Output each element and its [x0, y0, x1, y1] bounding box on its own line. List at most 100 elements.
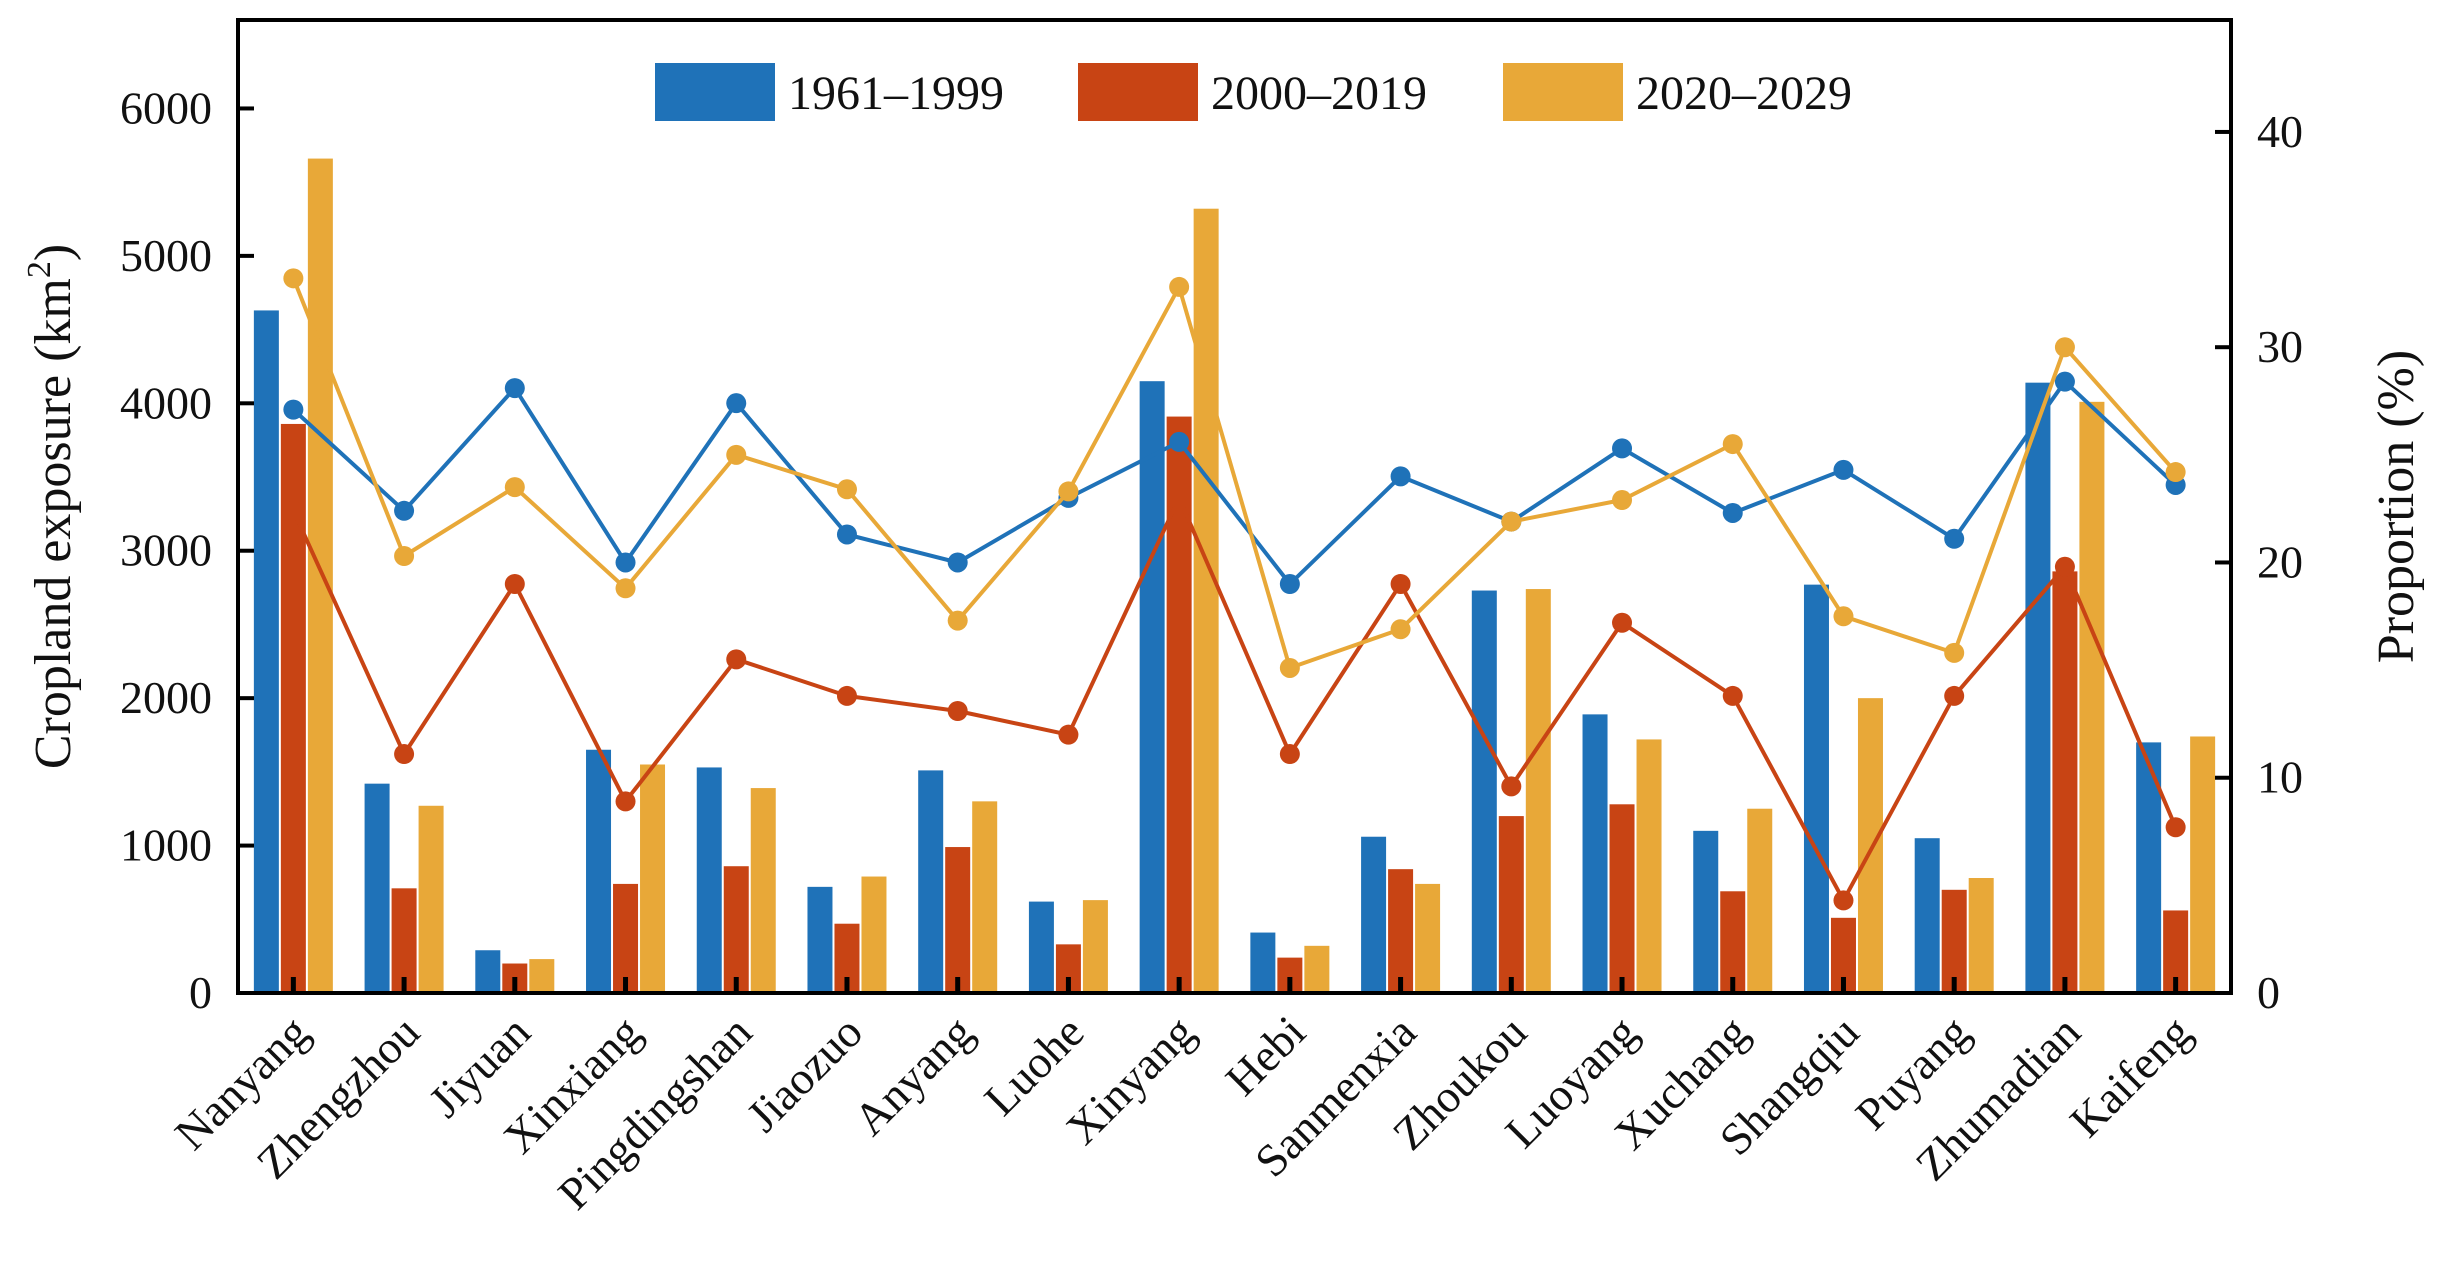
bar-1-zhumadian: [2025, 382, 2051, 993]
bar-1-jiaozuo: [807, 886, 833, 993]
bar-3-zhengzhou: [418, 805, 444, 993]
bar-1-zhengzhou: [364, 783, 390, 993]
point-3-xinyang: [1169, 276, 1190, 297]
bar-3-puyang: [1968, 878, 1994, 993]
point-2-zhengzhou: [394, 744, 415, 765]
left-tick-label: 4000: [120, 377, 212, 428]
bar-3-luohe: [1082, 900, 1108, 993]
bar-3-nanyang: [307, 158, 333, 993]
bar-3-zhumadian: [2079, 401, 2105, 993]
point-2-jiaozuo: [836, 685, 857, 706]
bar-1-zhoukou: [1471, 590, 1497, 993]
point-1-xinyang: [1169, 431, 1190, 452]
point-2-xuchang: [1722, 685, 1743, 706]
bar-1-anyang: [918, 770, 944, 993]
bar-1-shangqiu: [1803, 584, 1829, 993]
y-axis-title-right: Proportion (%): [2368, 350, 2425, 663]
x-label-pingdingshan: Pingdingshan: [548, 1006, 761, 1219]
lines-layer: [283, 268, 2186, 911]
point-2-puyang: [1944, 685, 1965, 706]
point-3-nanyang: [283, 268, 304, 289]
point-3-pingdingshan: [726, 444, 747, 465]
bar-1-xinxiang: [586, 749, 612, 993]
x-label-kaifeng: Kaifeng: [2060, 1006, 2201, 1147]
line-series-1: [292, 379, 2177, 586]
point-3-kaifeng: [2165, 462, 2186, 483]
bar-1-hebi: [1250, 932, 1276, 993]
bar-3-sanmenxia: [1415, 883, 1441, 993]
bar-2-zhumadian: [2052, 571, 2078, 993]
bar-3-jiaozuo: [861, 876, 887, 993]
left-tick-label: 3000: [120, 525, 212, 576]
line-series-2: [291, 495, 2178, 903]
point-1-xinxiang: [615, 552, 636, 573]
left-tick-label: 0: [189, 967, 212, 1018]
x-label-jiaozuo: Jiaozuo: [737, 1006, 872, 1141]
point-3-shangqiu: [1833, 606, 1854, 627]
bar-3-shangqiu: [1857, 698, 1883, 993]
bar-2-puyang: [1941, 889, 1967, 993]
bar-3-pingdingshan: [750, 788, 776, 993]
point-2-shangqiu: [1833, 890, 1854, 911]
right-tick-label: 10: [2257, 752, 2303, 803]
point-3-jiyuan: [504, 477, 525, 498]
point-1-zhengzhou: [394, 500, 415, 521]
bar-2-pingdingshan: [723, 866, 749, 993]
bar-3-jiyuan: [529, 959, 555, 993]
point-1-puyang: [1944, 528, 1965, 549]
legend-label-1: 1961–1999: [788, 67, 1004, 120]
bar-2-sanmenxia: [1388, 869, 1414, 993]
bar-1-puyang: [1914, 838, 1940, 993]
point-3-jiaozuo: [836, 479, 857, 500]
point-3-xuchang: [1722, 434, 1743, 455]
point-2-pingdingshan: [726, 649, 747, 670]
bar-1-pingdingshan: [696, 767, 722, 993]
left-tick-label: 2000: [120, 672, 212, 723]
bars-layer: [253, 158, 2216, 994]
line-series-3: [291, 277, 2178, 670]
bar-3-hebi: [1304, 945, 1330, 993]
legend: 1961–1999 2000–2019 2020–2029: [655, 63, 1852, 121]
point-1-jiaozuo: [836, 524, 857, 545]
right-tick-label: 20: [2257, 536, 2303, 587]
point-3-anyang: [947, 610, 968, 631]
point-3-puyang: [1944, 642, 1965, 663]
x-label-hebi: Hebi: [1216, 1006, 1315, 1105]
point-2-xinxiang: [615, 791, 636, 812]
bar-1-sanmenxia: [1361, 836, 1387, 993]
legend-label-2: 2000–2019: [1211, 67, 1427, 120]
legend-label-3: 2020–2029: [1636, 67, 1852, 120]
left-tick-label: 5000: [120, 230, 212, 281]
point-1-sanmenxia: [1390, 466, 1411, 487]
point-1-xuchang: [1722, 502, 1743, 523]
bar-2-luoyang: [1609, 804, 1635, 993]
point-2-sanmenxia: [1390, 573, 1411, 594]
point-1-pingdingshan: [726, 393, 747, 414]
point-2-zhoukou: [1501, 776, 1522, 797]
point-3-luohe: [1058, 481, 1079, 502]
bar-2-anyang: [945, 847, 971, 993]
point-3-xinxiang: [615, 578, 636, 599]
point-2-xinyang: [1169, 487, 1190, 508]
bar-2-zhengzhou: [391, 888, 417, 993]
bar-1-luohe: [1028, 901, 1054, 993]
point-1-anyang: [947, 552, 968, 573]
point-2-hebi: [1279, 744, 1300, 765]
point-2-jiyuan: [504, 573, 525, 594]
bar-1-xinyang: [1139, 381, 1165, 993]
bar-2-zhoukou: [1498, 816, 1524, 993]
point-2-zhumadian: [2054, 556, 2075, 577]
point-2-kaifeng: [2165, 817, 2186, 838]
point-3-hebi: [1279, 657, 1300, 678]
x-label-anyang: Anyang: [844, 1006, 983, 1145]
point-1-shangqiu: [1833, 459, 1854, 480]
bar-1-luoyang: [1582, 714, 1608, 993]
right-tick-label: 0: [2257, 967, 2280, 1018]
plot-frame: [236, 18, 2233, 995]
point-1-zhumadian: [2054, 371, 2075, 392]
point-3-zhumadian: [2054, 337, 2075, 358]
point-1-jiyuan: [504, 378, 525, 399]
point-3-sanmenxia: [1390, 619, 1411, 640]
legend-swatch-3: [1503, 63, 1623, 121]
